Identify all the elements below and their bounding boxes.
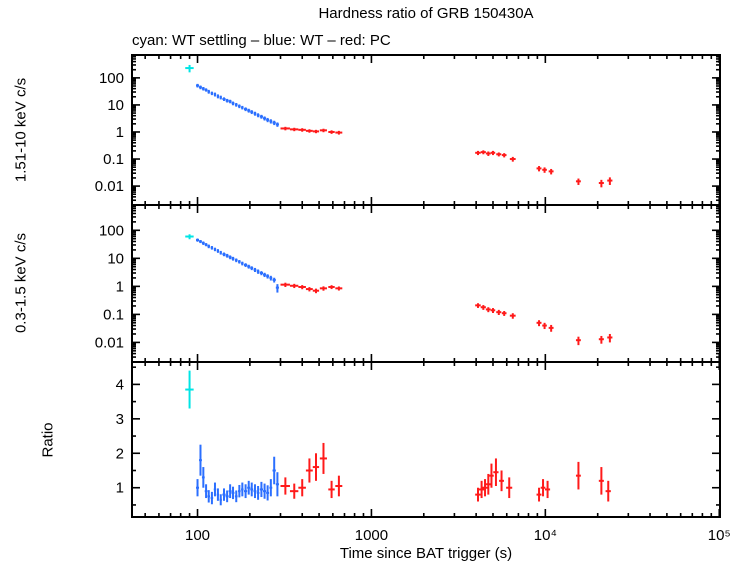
svg-text:3: 3: [116, 411, 124, 428]
svg-text:10: 10: [107, 97, 124, 114]
chart-subtitle: cyan: WT settling – blue: WT – red: PC: [132, 32, 391, 49]
svg-text:1: 1: [116, 278, 124, 295]
x-axis-label: Time since BAT trigger (s): [339, 545, 513, 562]
series-wt: [195, 444, 279, 506]
svg-text:100: 100: [185, 527, 210, 544]
svg-text:1000: 1000: [355, 527, 388, 544]
svg-text:100: 100: [99, 222, 124, 239]
series-pc: [280, 282, 613, 346]
svg-text:1: 1: [116, 480, 124, 497]
svg-text:0.01: 0.01: [95, 178, 124, 195]
series-wt-settling: [185, 234, 194, 240]
svg-text:2: 2: [116, 445, 124, 462]
series-wt: [195, 83, 279, 127]
svg-text:100: 100: [99, 70, 124, 87]
svg-text:10⁵: 10⁵: [708, 527, 731, 544]
series-wt-settling: [185, 64, 194, 73]
panel-hard-rate: 100 10 1 0.1 0.01: [95, 54, 721, 206]
svg-text:1: 1: [116, 124, 124, 141]
series-pc: [280, 442, 611, 502]
svg-text:4: 4: [116, 376, 124, 393]
svg-text:0.1: 0.1: [103, 151, 124, 168]
chart-title: Hardness ratio of GRB 150430A: [318, 5, 534, 22]
panel-soft-rate: 100 10 1 0.1 0.01: [95, 204, 721, 363]
svg-text:10: 10: [107, 250, 124, 267]
svg-text:0.1: 0.1: [103, 306, 124, 323]
panel-ratio: 4 3 2 1: [116, 361, 721, 518]
svg-text:10⁴: 10⁴: [534, 527, 557, 544]
series-wt: [195, 238, 279, 293]
series-pc: [280, 126, 613, 188]
svg-text:0.01: 0.01: [95, 334, 124, 351]
series-wt-settling: [185, 370, 194, 409]
